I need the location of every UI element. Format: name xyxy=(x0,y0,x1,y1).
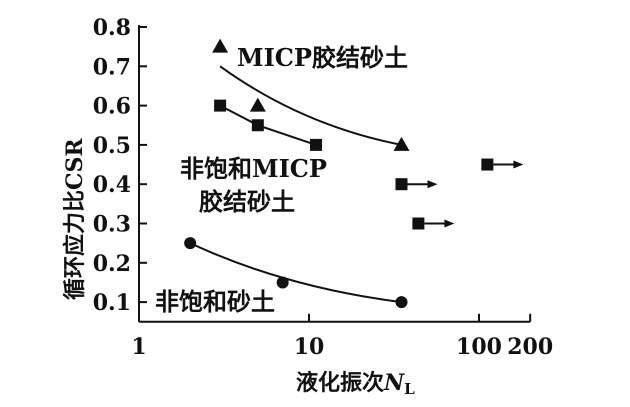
y-axis-label: 循环应力比CSR xyxy=(62,138,88,300)
data-point-square xyxy=(251,119,264,132)
annotation-unsat-sand: 非饱和砂土 xyxy=(155,287,275,316)
y-tick-label: 0.6 xyxy=(93,94,131,120)
y-tick-label: 0.7 xyxy=(93,54,131,80)
x-tick-label: 10 xyxy=(294,334,325,360)
y-tick-label: 0.8 xyxy=(93,15,131,41)
data-point-circle xyxy=(184,237,197,250)
data-point-circle xyxy=(395,296,408,309)
y-tick-label: 0.1 xyxy=(93,290,131,316)
runout-arrow-head-icon xyxy=(444,219,455,228)
x-axis-label-text: 液化振次 xyxy=(296,370,384,396)
x-tick-label: 100 xyxy=(456,334,502,360)
annotation-micp-cemented-sand: MICP胶结砂土 xyxy=(237,43,408,72)
runout-arrow-head-icon xyxy=(427,180,438,189)
data-point-triangle xyxy=(393,136,410,151)
annotation-unsat-micp-line1: 非饱和MICP xyxy=(180,154,327,183)
y-tick-label: 0.4 xyxy=(93,172,131,198)
y-tick-label: 0.3 xyxy=(93,212,131,238)
y-tick-label: 0.2 xyxy=(93,251,131,277)
axes: 0.1 0.2 0.3 0.4 0.5 0.6 0.7 0.8 1 10 100 200 xyxy=(93,15,553,360)
fit-curve-square xyxy=(219,104,317,146)
runout-point-square xyxy=(412,217,425,230)
x-axis-label-sub: L xyxy=(404,380,415,398)
runout-point-square xyxy=(481,158,494,171)
data-point-square xyxy=(214,99,227,112)
data-point-square xyxy=(310,138,323,151)
x-axis-label: 液化振次NL xyxy=(296,370,415,398)
marks xyxy=(184,38,524,309)
runout-arrow-head-icon xyxy=(513,160,524,169)
fit-curve-triangle xyxy=(219,65,402,146)
x-tick-label: 200 xyxy=(507,334,553,360)
data-point-triangle xyxy=(249,97,266,112)
annotation-unsat-micp-line2: 胶结砂土 xyxy=(199,187,295,216)
runout-point-square xyxy=(395,178,408,191)
x-axis-label-var: N xyxy=(383,370,405,396)
data-point-circle xyxy=(276,276,289,289)
y-tick-label: 0.5 xyxy=(93,133,131,159)
data-point-triangle xyxy=(212,38,229,53)
x-tick-label: 1 xyxy=(131,334,146,360)
fit-curve-circle xyxy=(189,242,402,304)
